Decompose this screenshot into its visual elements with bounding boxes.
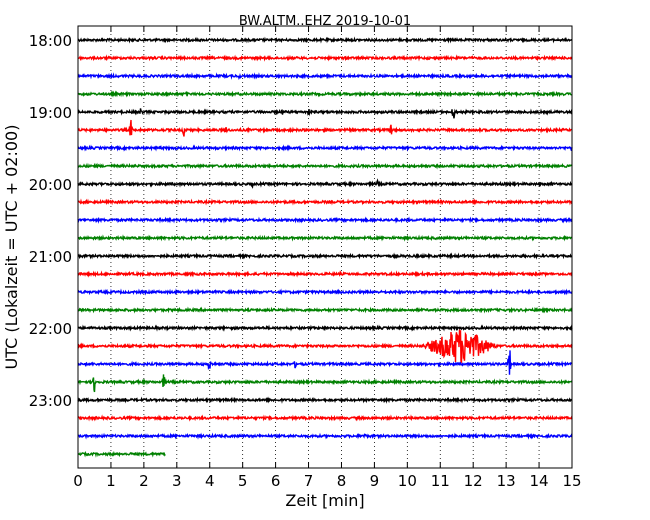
trace-2245 bbox=[77, 374, 573, 393]
trace-1915 bbox=[77, 119, 573, 137]
trace-2330 bbox=[77, 432, 573, 440]
x-tick-label: 0 bbox=[73, 472, 83, 490]
x-tick-label: 5 bbox=[238, 472, 248, 490]
y-tick-label: 18:00 bbox=[29, 32, 72, 50]
x-axis-label: Zeit [min] bbox=[285, 491, 364, 510]
plot-frame bbox=[77, 25, 573, 469]
x-tick-label: 8 bbox=[337, 472, 347, 490]
trace-1800 bbox=[77, 36, 573, 44]
x-tick-label: 13 bbox=[497, 472, 516, 490]
trace-1845 bbox=[77, 90, 573, 98]
trace-1900 bbox=[77, 108, 573, 119]
traces bbox=[77, 36, 573, 458]
trace-2145 bbox=[77, 306, 573, 314]
trace-2115 bbox=[77, 270, 573, 278]
trace-1830 bbox=[77, 72, 573, 80]
trace-2215 bbox=[77, 329, 573, 366]
trace-2315 bbox=[77, 414, 573, 422]
trace-2230 bbox=[77, 350, 573, 375]
trace-1945 bbox=[77, 162, 573, 170]
y-axis-label: UTC (Lokalzeit = UTC + 02:00) bbox=[2, 125, 21, 370]
y-axis: 18:00 19:00 20:00 21:00 22:00 23:00 bbox=[29, 32, 572, 410]
x-tick-label: 11 bbox=[431, 472, 450, 490]
trace-2200 bbox=[77, 324, 573, 332]
x-tick-label: 3 bbox=[172, 472, 182, 490]
trace-2130 bbox=[77, 288, 573, 296]
trace-2300 bbox=[77, 396, 573, 404]
trace-2030 bbox=[77, 216, 573, 224]
y-tick-label: 23:00 bbox=[29, 392, 72, 410]
chart-title: BW.ALTM..EHZ 2019-10-01 bbox=[239, 14, 411, 29]
x-tick-label: 9 bbox=[370, 472, 380, 490]
x-axis: 0 1 2 3 4 5 6 7 8 9 10 11 12 13 14 15 bbox=[73, 26, 582, 490]
trace-2015 bbox=[77, 198, 573, 206]
x-tick-label: 1 bbox=[106, 472, 116, 490]
x-tick-label: 12 bbox=[464, 472, 483, 490]
y-tick-label: 22:00 bbox=[29, 320, 72, 338]
trace-2345 bbox=[77, 450, 166, 458]
y-tick-label: 21:00 bbox=[29, 248, 72, 266]
x-tick-label: 7 bbox=[304, 472, 314, 490]
x-tick-label: 4 bbox=[205, 472, 215, 490]
trace-2100 bbox=[77, 252, 573, 260]
trace-1815 bbox=[77, 54, 573, 62]
x-tick-label: 6 bbox=[271, 472, 281, 490]
x-tick-label: 2 bbox=[139, 472, 149, 490]
trace-2045 bbox=[77, 234, 573, 242]
x-tick-label: 14 bbox=[530, 472, 549, 490]
x-tick-label: 15 bbox=[562, 472, 581, 490]
y-tick-label: 20:00 bbox=[29, 176, 72, 194]
x-tick-label: 10 bbox=[398, 472, 417, 490]
y-tick-label: 19:00 bbox=[29, 104, 72, 122]
grid-lines bbox=[78, 26, 572, 468]
trace-2000 bbox=[77, 178, 573, 189]
trace-1930 bbox=[77, 144, 573, 152]
